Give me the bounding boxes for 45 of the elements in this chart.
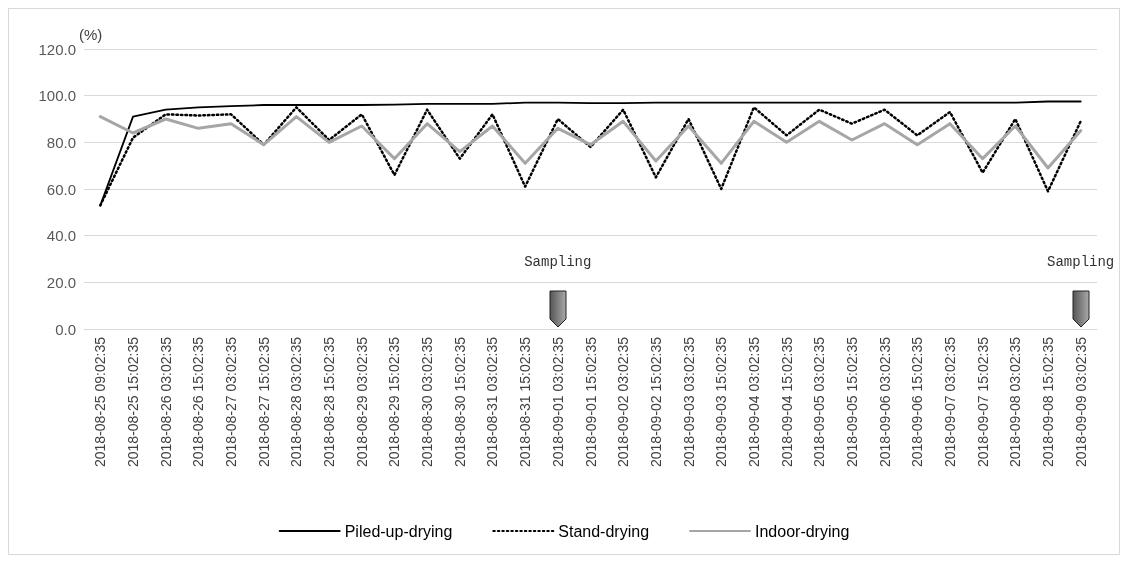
x-tick-label: 2018-08-29 15:02:35 bbox=[386, 336, 403, 467]
annotation: Sampling bbox=[1046, 254, 1116, 270]
x-tick-label: 2018-08-27 03:02:35 bbox=[223, 336, 240, 467]
x-tick-label: 2018-08-29 03:02:35 bbox=[353, 336, 370, 467]
x-tick-label: 2018-08-30 15:02:35 bbox=[451, 336, 468, 467]
y-tick-label: 20.0 bbox=[46, 273, 76, 291]
line-series bbox=[98, 115, 1083, 170]
x-tick-label: 2018-09-08 15:02:35 bbox=[1039, 336, 1056, 467]
y-tick-label: 0.0 bbox=[55, 320, 76, 338]
y-tick-label: 60.0 bbox=[46, 180, 76, 198]
y-tick-label: 100.0 bbox=[38, 87, 76, 105]
x-tick-label: 2018-09-03 03:02:35 bbox=[680, 336, 697, 467]
legend-label: Indoor-drying bbox=[755, 522, 850, 540]
x-tick-label: 2018-09-05 03:02:35 bbox=[811, 336, 828, 467]
annotation: Sampling bbox=[523, 254, 593, 270]
x-tick-label: 2018-09-03 15:02:35 bbox=[713, 336, 730, 467]
legend-label: Piled-up-drying bbox=[344, 522, 453, 540]
x-tick-label: 2018-09-07 15:02:35 bbox=[974, 336, 991, 467]
x-tick-label: 2018-08-30 03:02:35 bbox=[419, 336, 436, 467]
y-axis-title: (%) bbox=[79, 25, 103, 43]
x-tick-label: 2018-08-26 03:02:35 bbox=[157, 336, 174, 467]
x-tick-label: 2018-09-06 15:02:35 bbox=[909, 336, 926, 467]
x-tick-label: 2018-09-01 03:02:35 bbox=[549, 336, 566, 467]
y-tick-label: 80.0 bbox=[46, 133, 76, 151]
legend-label: Stand-drying bbox=[558, 522, 650, 540]
x-tick-label: 2018-08-25 15:02:35 bbox=[125, 336, 142, 467]
y-tick-label: 120.0 bbox=[38, 40, 76, 58]
x-tick-label: 2018-09-02 03:02:35 bbox=[615, 336, 632, 467]
y-tick-label: 40.0 bbox=[46, 227, 76, 245]
x-tick-label: 2018-09-05 15:02:35 bbox=[843, 336, 860, 467]
x-tick-label: 2018-09-04 15:02:35 bbox=[778, 336, 795, 467]
x-tick-label: 2018-09-08 03:02:35 bbox=[1007, 336, 1024, 467]
x-tick-label: 2018-09-01 15:02:35 bbox=[582, 336, 599, 467]
x-tick-label: 2018-09-04 03:02:35 bbox=[745, 336, 762, 467]
x-tick-label: 2018-08-28 15:02:35 bbox=[321, 336, 338, 467]
x-tick-label: 2018-08-28 03:02:35 bbox=[288, 336, 305, 467]
x-tick-label: 2018-09-09 03:02:35 bbox=[1072, 336, 1089, 467]
x-tick-label: 2018-09-02 15:02:35 bbox=[647, 336, 664, 467]
x-tick-label: 2018-08-25 09:02:35 bbox=[92, 336, 109, 467]
x-tick-label: 2018-09-07 03:02:35 bbox=[941, 336, 958, 467]
x-tick-label: 2018-08-31 15:02:35 bbox=[517, 336, 534, 467]
x-tick-label: 2018-08-31 03:02:35 bbox=[484, 336, 501, 467]
x-tick-label: 2018-09-06 03:02:35 bbox=[876, 336, 893, 467]
x-tick-label: 2018-08-27 15:02:35 bbox=[255, 336, 272, 467]
x-tick-label: 2018-08-26 15:02:35 bbox=[190, 336, 207, 467]
